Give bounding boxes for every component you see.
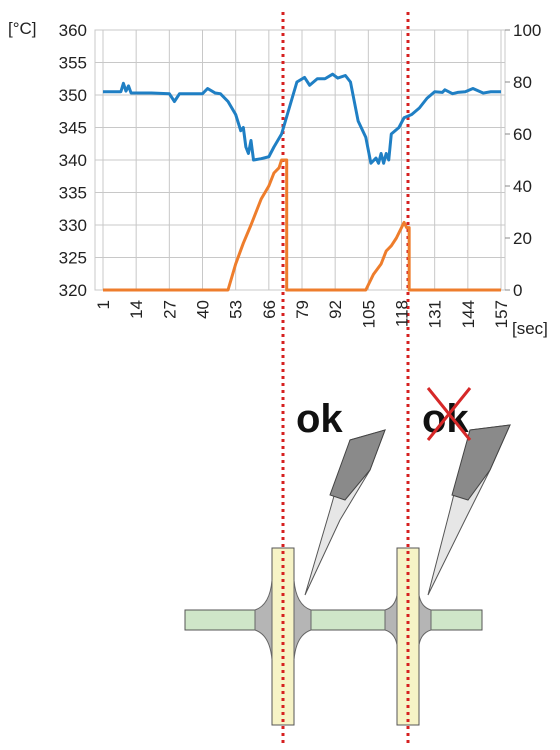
chart: ok ok [°C] [sec] 32032533033534034535035… bbox=[0, 0, 560, 745]
y2-tick-label: 0 bbox=[513, 281, 522, 300]
x-tick-label: 118 bbox=[393, 300, 412, 327]
board bbox=[185, 610, 482, 630]
x-tick-label: 157 bbox=[492, 300, 511, 328]
x-tick-label: 66 bbox=[260, 300, 279, 319]
x-tick-label: 92 bbox=[326, 300, 345, 319]
y-tick-label: 330 bbox=[59, 216, 87, 235]
x-tick-label: 79 bbox=[293, 300, 312, 319]
y-tick-label: 350 bbox=[59, 86, 87, 105]
y-tick-label: 360 bbox=[59, 21, 87, 40]
x-axis-label: [sec] bbox=[512, 319, 548, 338]
x-tick-label: 105 bbox=[359, 300, 378, 328]
y2-tick-label: 40 bbox=[513, 177, 532, 196]
y-tick-label: 340 bbox=[59, 151, 87, 170]
y2-tick-label: 80 bbox=[513, 73, 532, 92]
y-tick-label: 320 bbox=[59, 281, 87, 300]
x-tick-label: 40 bbox=[194, 300, 213, 319]
y2-tick-label: 60 bbox=[513, 125, 532, 144]
x-tick-label: 14 bbox=[127, 300, 146, 319]
y-tick-label: 345 bbox=[59, 119, 87, 138]
x-tick-label: 144 bbox=[459, 300, 478, 328]
y-axis-label: [°C] bbox=[8, 19, 37, 38]
y-tick-label: 325 bbox=[59, 249, 87, 268]
x-tick-label: 131 bbox=[426, 300, 445, 328]
x-tick-label: 1 bbox=[94, 300, 113, 309]
y-tick-label: 355 bbox=[59, 54, 87, 73]
y-tick-label: 335 bbox=[59, 184, 87, 203]
annotation: ok bbox=[296, 397, 343, 441]
x-tick-label: 53 bbox=[227, 300, 246, 319]
y2-tick-label: 20 bbox=[513, 229, 532, 248]
x-tick-label: 27 bbox=[160, 300, 179, 319]
y2-tick-label: 100 bbox=[513, 21, 541, 40]
